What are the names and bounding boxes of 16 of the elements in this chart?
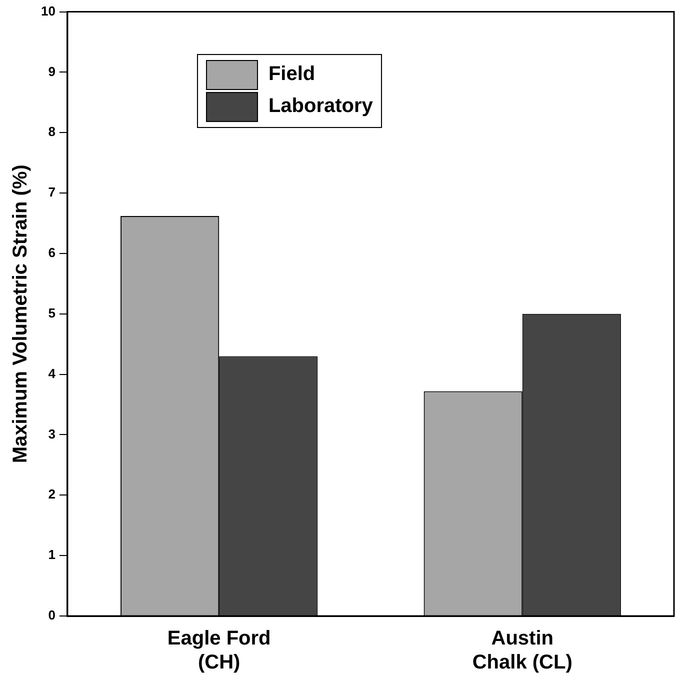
y-tick-label: 4 — [48, 366, 56, 381]
x-tick-label: Austin Chalk (CL) — [472, 628, 572, 674]
y-tick-label: 5 — [48, 305, 56, 320]
y-tick-label: 7 — [48, 184, 56, 200]
y-tick-label: 3 — [48, 426, 56, 442]
y-tick-label: 0 — [48, 608, 56, 623]
legend-label: Field — [268, 63, 316, 86]
x-tick-label: Eagle Ford (CH) — [167, 628, 271, 674]
y-tick-label: 1 — [48, 547, 56, 562]
y-tick-label: 6 — [48, 245, 56, 260]
legend-label: Laboratory — [268, 95, 373, 118]
y-tick-label: 8 — [48, 124, 56, 140]
y-tick-label: 2 — [48, 486, 56, 502]
y-tick-label: 9 — [48, 64, 56, 79]
y-axis-title: Maximum Volumetric Strain (%) — [10, 164, 32, 464]
y-tick-label: 10 — [40, 3, 56, 18]
